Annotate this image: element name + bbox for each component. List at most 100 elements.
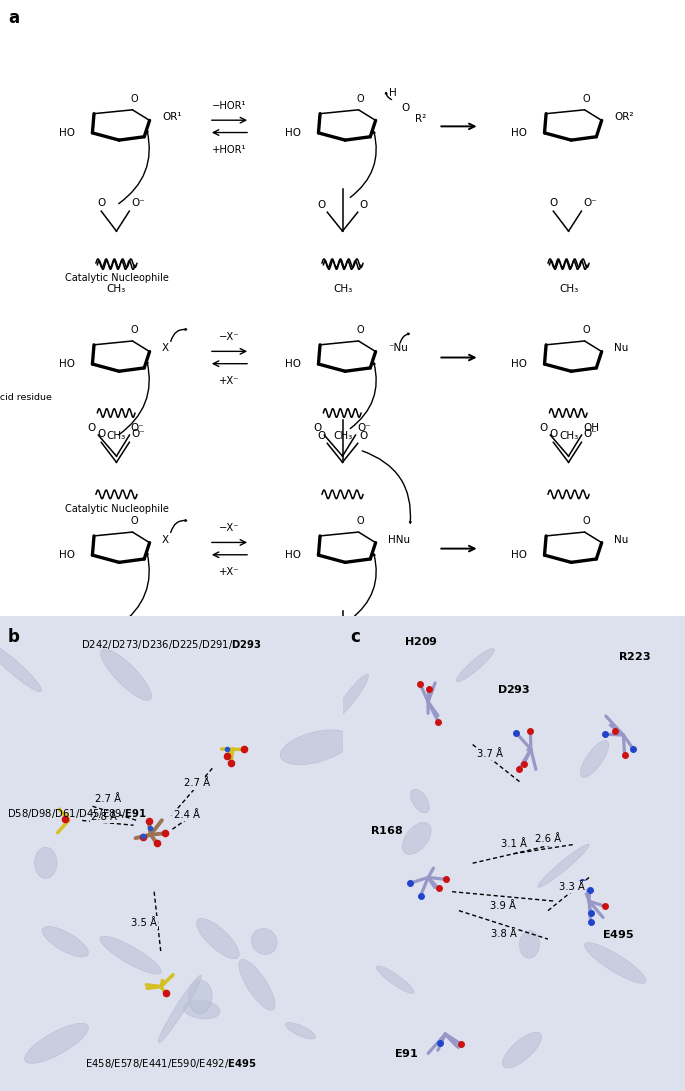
Text: +HOR¹: +HOR¹ <box>212 145 247 155</box>
Ellipse shape <box>584 943 646 983</box>
Text: O: O <box>130 325 138 335</box>
Text: 3.7 Å: 3.7 Å <box>477 750 503 759</box>
Text: O: O <box>359 200 367 209</box>
Text: R²: R² <box>414 115 426 124</box>
Ellipse shape <box>519 931 540 958</box>
Text: O: O <box>318 431 326 441</box>
Text: CH₃: CH₃ <box>559 284 578 293</box>
Text: O⁻: O⁻ <box>584 621 597 631</box>
Text: +X⁻: +X⁻ <box>219 567 240 577</box>
Text: CH₃: CH₃ <box>559 431 578 442</box>
Text: X: X <box>162 535 169 544</box>
Text: CH₃: CH₃ <box>107 284 126 293</box>
Text: O: O <box>359 622 367 632</box>
Text: c: c <box>350 628 360 646</box>
Text: O⁻: O⁻ <box>357 422 371 433</box>
Text: $\mathbf{D293}$: $\mathbf{D293}$ <box>497 683 530 695</box>
Text: −X⁻: −X⁻ <box>219 524 240 533</box>
Text: 2.8 Å: 2.8 Å <box>92 812 117 822</box>
Ellipse shape <box>100 936 162 974</box>
Text: 2.6 Å: 2.6 Å <box>535 835 561 844</box>
Text: O: O <box>582 94 590 104</box>
Ellipse shape <box>580 741 609 778</box>
Text: O: O <box>356 516 364 526</box>
Ellipse shape <box>101 649 151 700</box>
Text: O: O <box>359 431 367 441</box>
Text: O⁻: O⁻ <box>584 429 597 440</box>
Text: O: O <box>356 325 364 335</box>
Text: O⁻: O⁻ <box>132 429 145 440</box>
Text: O: O <box>314 422 322 433</box>
Text: O: O <box>318 622 326 632</box>
Text: E458/E578/E441/E590/E492/$\mathbf{E495}$: E458/E578/E441/E590/E492/$\mathbf{E495}$ <box>86 1057 257 1069</box>
Text: HO: HO <box>60 359 75 369</box>
Text: $\mathbf{R168}$: $\mathbf{R168}$ <box>370 824 403 836</box>
Text: HO: HO <box>286 359 301 369</box>
Text: a: a <box>8 9 19 27</box>
Text: 3.9 Å: 3.9 Å <box>490 901 516 911</box>
Text: H: H <box>389 87 397 97</box>
Text: O: O <box>97 621 105 631</box>
Text: Nu: Nu <box>614 344 628 353</box>
Ellipse shape <box>377 966 414 994</box>
Text: HO: HO <box>60 550 75 560</box>
Text: HNu: HNu <box>388 535 410 544</box>
Text: X: X <box>162 344 169 353</box>
Ellipse shape <box>197 919 239 959</box>
Text: HO: HO <box>512 359 527 369</box>
Text: D58/D98/D61/D45/E89/$\mathbf{E91}$: D58/D98/D61/D45/E89/$\mathbf{E91}$ <box>7 807 147 819</box>
Text: D242/D273/D236/D225/D291/$\mathbf{D293}$: D242/D273/D236/D225/D291/$\mathbf{D293}$ <box>81 638 262 650</box>
Text: O: O <box>549 199 558 208</box>
Ellipse shape <box>538 844 589 887</box>
Text: O: O <box>549 621 558 631</box>
Ellipse shape <box>410 789 429 813</box>
Text: CH₃: CH₃ <box>333 431 352 442</box>
Text: 2.7 Å: 2.7 Å <box>184 779 210 789</box>
Text: O: O <box>318 200 326 209</box>
Text: $\mathbf{E495}$: $\mathbf{E495}$ <box>601 928 634 940</box>
Text: 3.5 Å: 3.5 Å <box>131 918 157 927</box>
Text: HO: HO <box>286 128 301 137</box>
Text: 3rd acid residue: 3rd acid residue <box>0 393 51 403</box>
Text: HO: HO <box>60 128 75 137</box>
Ellipse shape <box>42 926 88 957</box>
Text: ⁻Nu: ⁻Nu <box>388 344 408 353</box>
Text: OH: OH <box>583 422 599 433</box>
Text: HO: HO <box>286 550 301 560</box>
Text: −X⁻: −X⁻ <box>219 332 240 343</box>
Text: 3.1 Å: 3.1 Å <box>501 839 527 849</box>
Ellipse shape <box>34 848 57 878</box>
Text: Catalytic Nucleophile: Catalytic Nucleophile <box>64 695 169 705</box>
Ellipse shape <box>286 1022 316 1039</box>
Ellipse shape <box>503 1032 542 1068</box>
Text: CH₃: CH₃ <box>107 431 126 442</box>
Text: 3.8 Å: 3.8 Å <box>490 930 516 939</box>
Text: Catalytic Nucleophile: Catalytic Nucleophile <box>64 504 169 514</box>
Text: $\mathbf{E91}$: $\mathbf{E91}$ <box>394 1047 419 1059</box>
Text: O: O <box>97 429 105 440</box>
Text: O: O <box>540 422 548 433</box>
Text: O: O <box>97 199 105 208</box>
Text: O: O <box>130 516 138 526</box>
Ellipse shape <box>334 674 369 718</box>
Text: CH₃: CH₃ <box>333 284 352 293</box>
Ellipse shape <box>158 975 201 1043</box>
Ellipse shape <box>239 959 275 1010</box>
Text: O: O <box>88 422 96 433</box>
Ellipse shape <box>25 1023 88 1064</box>
Text: 2.7 Å: 2.7 Å <box>95 794 121 804</box>
Ellipse shape <box>188 981 212 1014</box>
FancyBboxPatch shape <box>240 473 685 1091</box>
Text: O⁻: O⁻ <box>132 621 145 631</box>
Text: Nu: Nu <box>614 535 628 544</box>
Text: O: O <box>401 103 409 113</box>
Ellipse shape <box>184 1000 220 1019</box>
Text: Catalytic Nucleophile: Catalytic Nucleophile <box>64 273 169 283</box>
Text: −HOR¹: −HOR¹ <box>212 101 247 111</box>
Text: O: O <box>356 94 364 104</box>
FancyBboxPatch shape <box>0 473 445 1091</box>
Text: 3.3 Å: 3.3 Å <box>559 882 585 892</box>
Text: $\mathbf{H209}$: $\mathbf{H209}$ <box>404 635 438 647</box>
Ellipse shape <box>456 648 495 682</box>
Ellipse shape <box>0 642 42 692</box>
